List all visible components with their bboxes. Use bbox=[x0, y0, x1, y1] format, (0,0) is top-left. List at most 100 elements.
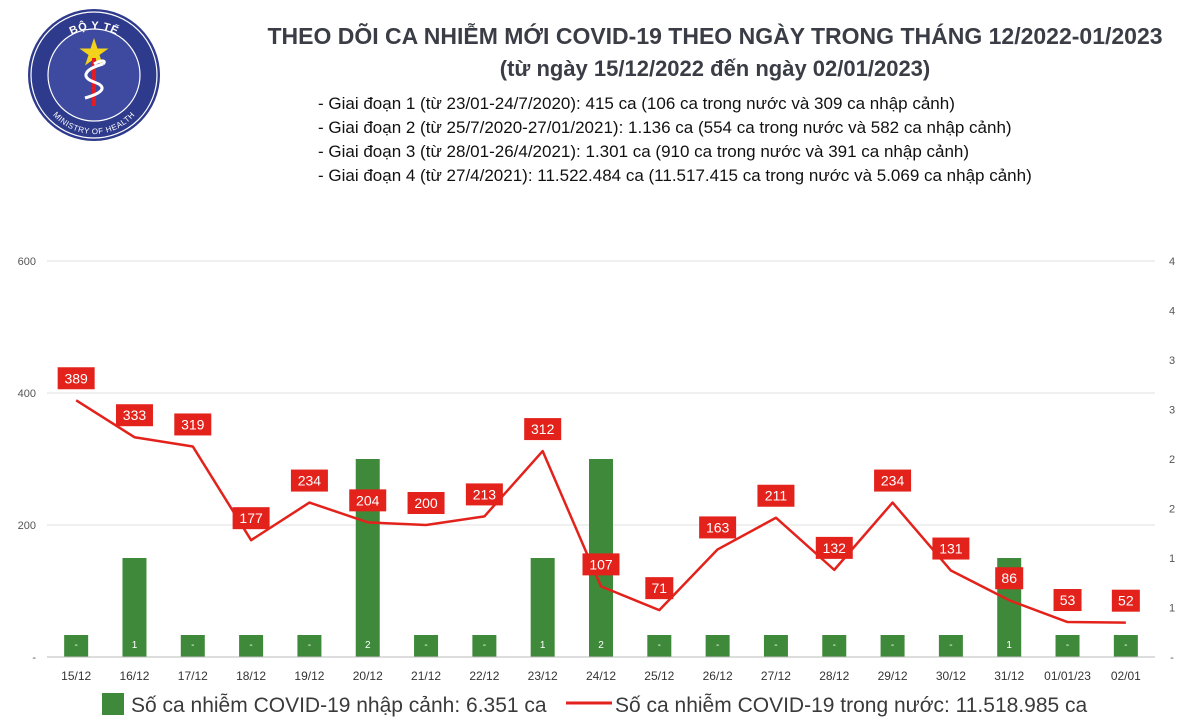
line-label-box bbox=[932, 537, 970, 560]
bar-data-label: - bbox=[1124, 640, 1127, 651]
bar-data-label: - bbox=[833, 640, 836, 651]
x-tick-label: 18/12 bbox=[236, 669, 266, 683]
bar-data-label: - bbox=[249, 640, 252, 651]
line-data-label: 132 bbox=[823, 540, 847, 556]
line-label-box bbox=[115, 404, 153, 427]
note-phase-2: - Giai đoạn 2 (từ 25/7/2020-27/01/2021):… bbox=[318, 118, 1012, 137]
line-label-box bbox=[349, 489, 387, 512]
x-tick-label: 23/12 bbox=[528, 669, 558, 683]
line-label-box bbox=[524, 418, 562, 441]
bar bbox=[530, 558, 555, 657]
x-tick-label: 15/12 bbox=[61, 669, 91, 683]
line-data-label: 389 bbox=[64, 370, 88, 386]
line-label-box bbox=[174, 413, 212, 436]
bar-data-label: 1 bbox=[540, 640, 546, 651]
right-tick-label: 4 bbox=[1169, 256, 1175, 268]
line-data-label: 234 bbox=[881, 473, 905, 489]
bar bbox=[355, 459, 380, 657]
chart-title: THEO DÕI CA NHIỄM MỚI COVID-19 THEO NGÀY… bbox=[267, 21, 1162, 49]
line-data-label: 52 bbox=[1118, 593, 1134, 609]
right-tick-label: 2 bbox=[1169, 454, 1175, 466]
bar bbox=[180, 635, 205, 657]
line-label-box bbox=[757, 484, 795, 507]
line-label-box bbox=[1111, 589, 1140, 612]
x-axis: 15/12 16/12 17/12 18/12 19/12 20/12 21/12 22/12… bbox=[47, 656, 1155, 683]
x-tick-label: 19/12 bbox=[294, 669, 324, 683]
x-tick-label: 25/12 bbox=[644, 669, 674, 683]
right-tick-label: 3 bbox=[1169, 355, 1175, 367]
ministry-logo: BỘ Y TẾ MINISTRY OF HEALTH bbox=[28, 9, 160, 141]
x-tick-label: 21/12 bbox=[411, 669, 441, 683]
left-tick-label: 600 bbox=[18, 256, 36, 268]
bar-data-label: 2 bbox=[365, 640, 371, 651]
x-tick-label: 31/12 bbox=[994, 669, 1024, 683]
line-data-label: 71 bbox=[652, 580, 668, 596]
left-tick-label: - bbox=[32, 652, 36, 664]
legend-bar-label: Số ca nhiễm COVID-19 nhập cảnh: 6.351 ca bbox=[131, 694, 547, 717]
x-tick-label: 17/12 bbox=[178, 669, 208, 683]
bar-data-label: 1 bbox=[132, 640, 138, 651]
line-data-label: 53 bbox=[1060, 592, 1076, 608]
phase-notes: - Giai đoạn 1 (từ 23/01-24/7/2020): 415 … bbox=[318, 94, 1032, 185]
line-series bbox=[75, 399, 1126, 624]
line-data-label: 319 bbox=[181, 416, 205, 432]
line-data-label: 107 bbox=[589, 556, 613, 572]
bar bbox=[472, 635, 497, 657]
x-tick-label: 28/12 bbox=[819, 669, 849, 683]
bar-data-label: - bbox=[74, 640, 77, 651]
line-label-box bbox=[232, 507, 270, 530]
bar-data-label: - bbox=[658, 640, 661, 651]
line-label-box bbox=[290, 469, 328, 492]
left-tick-label: 400 bbox=[18, 388, 36, 400]
line-label-box bbox=[1053, 589, 1082, 612]
right-tick-label: 1 bbox=[1169, 603, 1175, 615]
bar-data-label: - bbox=[891, 640, 894, 651]
bar-data-label: - bbox=[191, 640, 194, 651]
bar bbox=[880, 635, 905, 657]
x-tick-label: 30/12 bbox=[936, 669, 966, 683]
bar bbox=[1113, 635, 1138, 657]
legend: Số ca nhiễm COVID-19 nhập cảnh: 6.351 ca… bbox=[102, 693, 1088, 717]
note-phase-1: - Giai đoạn 1 (từ 23/01-24/7/2020): 415 … bbox=[318, 94, 955, 113]
bar-data-label: - bbox=[716, 640, 719, 651]
line-path bbox=[75, 399, 1126, 624]
line-data-labels: 389 333 319 177 234 204 200 213 312 107 71 163 211 13… bbox=[57, 367, 1140, 612]
bar bbox=[822, 635, 847, 657]
bar-data-label: - bbox=[483, 640, 486, 651]
right-tick-label: 2 bbox=[1169, 504, 1175, 516]
bar-data-label: - bbox=[949, 640, 952, 651]
line-data-label: 333 bbox=[123, 407, 147, 423]
x-tick-label: 27/12 bbox=[761, 669, 791, 683]
bar bbox=[1055, 635, 1080, 657]
left-tick-label: 200 bbox=[18, 520, 36, 532]
bar bbox=[64, 635, 89, 657]
x-tick-label: 29/12 bbox=[878, 669, 908, 683]
x-tick-label: 24/12 bbox=[586, 669, 616, 683]
bar-data-label: 1 bbox=[1006, 640, 1012, 651]
bar-data-label: 2 bbox=[598, 640, 604, 651]
right-tick-label: 4 bbox=[1169, 306, 1175, 318]
right-tick-label: 3 bbox=[1169, 405, 1175, 417]
line-data-label: 163 bbox=[706, 519, 730, 535]
line-data-label: 211 bbox=[765, 488, 788, 504]
line-label-box bbox=[465, 483, 503, 506]
line-data-label: 213 bbox=[473, 486, 497, 502]
bar bbox=[122, 558, 147, 657]
right-tick-label: - bbox=[1170, 652, 1174, 664]
bar bbox=[938, 635, 963, 657]
x-tick-label: 16/12 bbox=[119, 669, 149, 683]
line-label-box bbox=[582, 553, 620, 576]
line-data-label: 177 bbox=[239, 510, 263, 526]
x-tick-label: 01/01/23 bbox=[1044, 669, 1091, 683]
note-phase-3: - Giai đoạn 3 (từ 28/01-26/4/2021): 1.30… bbox=[318, 142, 969, 161]
bar-data-label: - bbox=[424, 640, 427, 651]
bar bbox=[763, 635, 788, 657]
legend-bar-swatch bbox=[102, 693, 124, 715]
bar bbox=[239, 635, 264, 657]
bar bbox=[647, 635, 672, 657]
bar bbox=[297, 635, 322, 657]
line-data-label: 131 bbox=[939, 541, 963, 557]
line-label-box bbox=[874, 469, 912, 492]
line-data-label: 312 bbox=[531, 421, 555, 437]
line-label-box bbox=[815, 536, 853, 559]
